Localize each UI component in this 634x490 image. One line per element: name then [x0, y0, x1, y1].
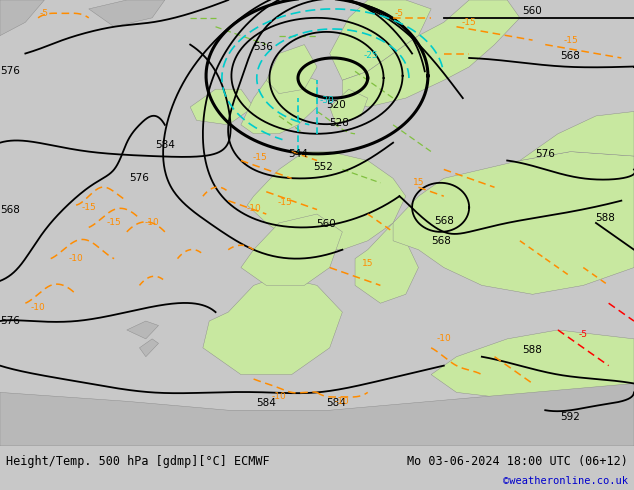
Text: -5: -5: [40, 9, 49, 18]
Polygon shape: [89, 0, 165, 27]
Text: 15: 15: [413, 178, 424, 187]
Text: -15: -15: [278, 198, 293, 207]
Text: -10: -10: [145, 219, 160, 227]
Polygon shape: [266, 45, 317, 94]
Text: Height/Temp. 500 hPa [gdmp][°C] ECMWF: Height/Temp. 500 hPa [gdmp][°C] ECMWF: [6, 455, 270, 468]
Text: -10: -10: [436, 334, 451, 343]
Text: 568: 568: [434, 216, 454, 226]
Text: 15: 15: [362, 259, 373, 268]
Text: -15: -15: [563, 36, 578, 45]
Text: 592: 592: [560, 413, 581, 422]
Text: 584: 584: [155, 140, 175, 150]
Polygon shape: [0, 0, 44, 36]
Text: 576: 576: [0, 316, 20, 326]
Text: -10: -10: [68, 254, 84, 263]
Polygon shape: [355, 223, 418, 303]
Text: 568: 568: [0, 204, 20, 215]
Polygon shape: [342, 0, 520, 107]
Text: 560: 560: [522, 5, 543, 16]
Text: -15: -15: [462, 18, 477, 27]
Text: 568: 568: [430, 236, 451, 246]
Polygon shape: [431, 330, 634, 401]
Text: 576: 576: [129, 173, 150, 183]
Text: -10: -10: [335, 397, 350, 406]
Polygon shape: [247, 151, 406, 250]
Text: 568: 568: [560, 51, 581, 61]
Polygon shape: [241, 214, 342, 285]
Text: 588: 588: [595, 214, 616, 223]
Text: -30: -30: [319, 96, 334, 105]
Text: Mo 03-06-2024 18:00 UTC (06+12): Mo 03-06-2024 18:00 UTC (06+12): [407, 455, 628, 468]
Polygon shape: [190, 89, 254, 125]
Polygon shape: [0, 384, 634, 446]
Text: ©weatheronline.co.uk: ©weatheronline.co.uk: [503, 476, 628, 486]
Polygon shape: [393, 151, 634, 294]
Polygon shape: [203, 276, 342, 374]
Text: 584: 584: [326, 398, 346, 408]
Text: -10: -10: [246, 204, 261, 213]
Text: 576: 576: [0, 66, 20, 76]
Text: 560: 560: [316, 220, 337, 229]
Text: 576: 576: [535, 149, 555, 159]
Text: 528: 528: [329, 118, 349, 128]
Polygon shape: [330, 0, 431, 80]
Text: -5: -5: [395, 9, 404, 18]
Text: -10: -10: [30, 303, 46, 312]
Polygon shape: [139, 339, 158, 357]
Polygon shape: [127, 321, 158, 339]
Text: -15: -15: [81, 203, 96, 212]
Polygon shape: [241, 72, 317, 134]
Text: -5: -5: [579, 330, 588, 339]
Text: -10: -10: [271, 392, 287, 401]
Polygon shape: [520, 112, 634, 161]
Text: -15: -15: [252, 153, 268, 162]
Text: 544: 544: [288, 149, 308, 159]
Text: 584: 584: [256, 398, 276, 408]
Text: -25: -25: [363, 51, 378, 60]
Text: 520: 520: [326, 100, 346, 110]
Text: 588: 588: [522, 345, 543, 355]
Text: -15: -15: [107, 219, 122, 227]
Polygon shape: [330, 89, 368, 125]
Text: 552: 552: [313, 162, 333, 172]
Text: 536: 536: [253, 42, 273, 52]
